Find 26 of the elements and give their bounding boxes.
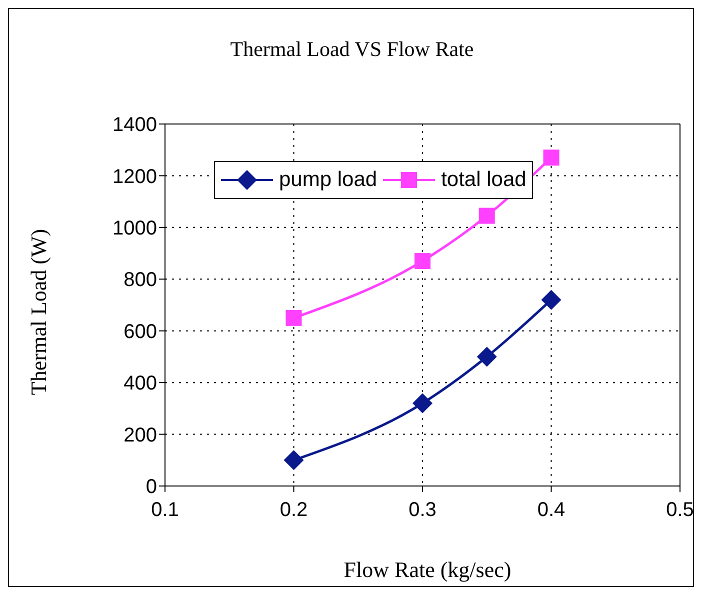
point [541, 290, 562, 310]
y-tick-label: 1200 [112, 166, 157, 188]
y-tick-label: 400 [124, 372, 157, 395]
x-tick-label: 0.2 [280, 499, 308, 522]
point [543, 150, 560, 166]
point [476, 346, 497, 367]
legend-label: pump load [279, 167, 378, 193]
y-tick-label: 600 [124, 320, 157, 343]
x-tick-label: 0.5 [666, 499, 694, 522]
point [286, 310, 302, 326]
y-axis-title: Thermal Load (W) [26, 228, 52, 396]
y-tick-label: 0 [146, 476, 157, 498]
x-tick-label: 0.3 [408, 499, 436, 522]
point [284, 450, 304, 470]
legend-label: total load [441, 167, 526, 193]
point [412, 393, 432, 414]
x-tick-label: 0.4 [537, 499, 566, 522]
y-tick-label: 200 [124, 424, 157, 446]
chart-title: Thermal Load VS Flow Rate [229, 37, 475, 62]
y-tick-label: 1000 [112, 218, 157, 240]
x-axis-title: Flow Rate (kg/sec) [342, 557, 512, 583]
x-tick-label: 0.1 [151, 499, 179, 522]
y-tick-label: 1400 [112, 114, 157, 136]
point [478, 208, 495, 224]
point [414, 253, 430, 270]
y-tick-label: 800 [124, 269, 157, 292]
